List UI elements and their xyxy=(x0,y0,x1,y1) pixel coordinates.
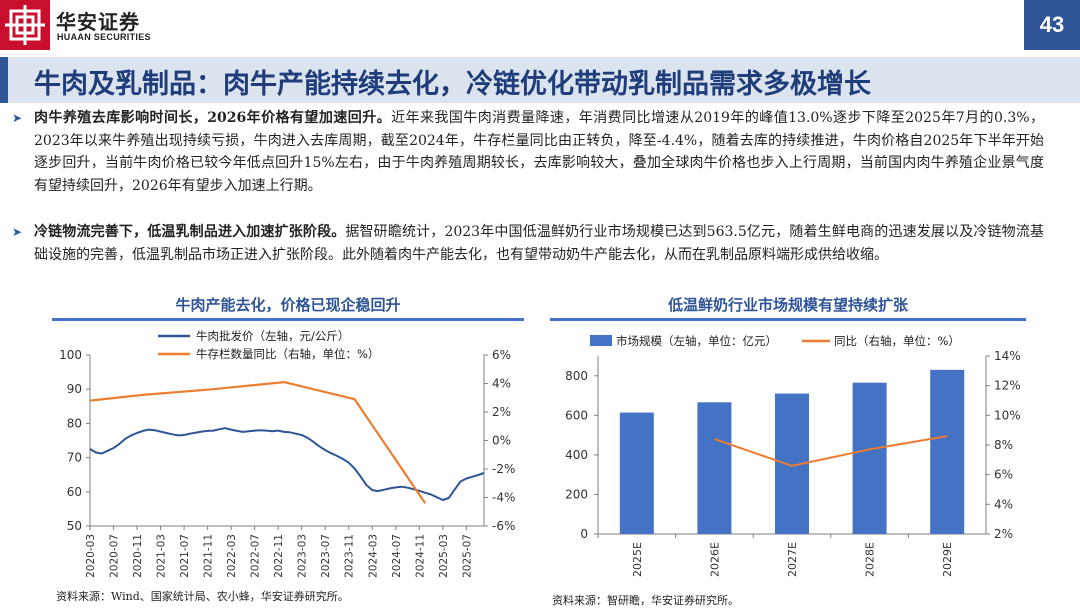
chart2-right-tick-label: 6% xyxy=(994,468,1013,482)
page-title: 牛肉及乳制品：肉牛产能持续去化，冷链优化带动乳制品需求多极增长 xyxy=(34,69,871,100)
chart2-bar xyxy=(697,402,732,534)
chart2-x-tick-label: 2029E xyxy=(941,542,954,577)
chart1-divider xyxy=(52,318,524,321)
chart1-x-tick-label: 2021-07 xyxy=(179,534,191,578)
title-accent xyxy=(0,57,8,103)
chart1-right-tick-label: -4% xyxy=(492,491,515,505)
brand-name-cn: 华安证券 xyxy=(56,10,140,34)
chart2-title: 低温鲜奶行业市场规模有望持续扩张 xyxy=(667,296,908,314)
chart2-divider xyxy=(550,318,1026,321)
chart1-left-tick-label: 60 xyxy=(67,485,82,499)
chart1-series-beef-price xyxy=(89,427,485,501)
chart2-x-tick-label: 2028E xyxy=(864,542,877,577)
chart1-right-tick-label: 6% xyxy=(492,348,511,362)
chart1-right-tick-label: 0% xyxy=(492,434,511,448)
chart1-series-cattle-yoy xyxy=(89,380,427,504)
logo-glyph-icon xyxy=(5,5,45,45)
chart2-right-tick-label: 12% xyxy=(994,379,1021,393)
chart2-left-tick-label: 400 xyxy=(565,448,588,462)
page-number: 43 xyxy=(1024,0,1080,50)
chart2-left-tick-label: 600 xyxy=(565,408,588,422)
chart1-x-tick-label: 2020-03 xyxy=(85,534,97,578)
chart1-left-tick-label: 70 xyxy=(67,451,82,465)
chart1-x-tick-label: 2022-11 xyxy=(273,534,285,578)
bullet-2-text: 据智研瞻统计，2023年中国低温鲜奶行业市场规模已达到563.5亿元，随着生鲜电… xyxy=(34,224,1044,263)
bullet-paragraph-2: ➤ 冷链物流完善下，低温乳制品进入加速扩张阶段。据智研瞻统计，2023年中国低温… xyxy=(12,221,1044,266)
chart1-legend-label: 牛肉批发价（左轴，元/公斤） xyxy=(196,329,349,343)
chart1-x-tick-label: 2020-07 xyxy=(109,534,121,578)
chart2-bar xyxy=(852,382,887,534)
chart1-right-tick-label: -2% xyxy=(492,462,515,476)
chart1-x-tick-label: 2025-03 xyxy=(438,534,450,578)
bullet-arrow-icon: ➤ xyxy=(12,225,23,239)
bullet-1-bold: 肉牛养殖去库影响时间长，2026年价格有望加速回升。 xyxy=(34,110,392,126)
chart1-right-tick-label: -6% xyxy=(492,519,515,533)
chart2-legend-bar-swatch xyxy=(590,335,612,346)
bullet-1-text: 近年来我国牛肉消费量降速，年消费同比增速从2019年的峰值13.0%逐步下降至2… xyxy=(34,110,1044,194)
chart2-source: 资料来源：智研瞻，华安证券研究所。 xyxy=(552,594,739,607)
chart1-source: 资料来源：Wind、国家统计局、农小蜂，华安证券研究所。 xyxy=(56,590,349,603)
bullet-arrow-icon: ➤ xyxy=(12,111,23,125)
brand-name-en: HUAAN SECURITIES xyxy=(57,32,151,42)
title-bar xyxy=(0,57,1080,103)
chart2-legend-label: 市场规模（左轴，单位：亿元） xyxy=(616,334,777,348)
chart2-x-tick-label: 2027E xyxy=(786,542,799,577)
chart1-plot: 100 90 80 70 60 50 6% 4% 2% 0% -2% -4% -6% 2020-03 202… xyxy=(59,329,515,578)
chart1-x-tick-label: 2020-11 xyxy=(132,534,144,578)
chart2-plot: 800 600 400 200 0 14% 12% 10% 8% 6% 4% 2% 2025E 2026E… xyxy=(565,334,1021,577)
chart2-left-tick-label: 0 xyxy=(580,527,588,541)
chart2-right-tick-label: 10% xyxy=(994,408,1021,422)
bullet-paragraph-1: ➤ 肉牛养殖去库影响时间长，2026年价格有望加速回升。近年来我国牛肉消费量降速… xyxy=(12,107,1044,197)
chart1-left-tick-label: 80 xyxy=(67,416,82,430)
chart2-x-tick-label: 2026E xyxy=(708,542,721,577)
chart1-right-tick-label: 2% xyxy=(492,405,511,419)
chart1-x-tick-label: 2024-11 xyxy=(414,534,426,578)
chart1-left-tick-label: 90 xyxy=(67,382,82,396)
chart1-left-tick-label: 100 xyxy=(59,348,82,362)
chart1-x-tick-label: 2023-11 xyxy=(344,534,356,578)
chart1-x-tick-label: 2022-03 xyxy=(226,534,238,578)
chart1-x-tick-label: 2022-07 xyxy=(250,534,262,578)
chart1-x-tick-label: 2024-03 xyxy=(367,534,379,578)
chart2-bar xyxy=(930,369,965,534)
chart1-x-tick-label: 2023-07 xyxy=(320,534,332,578)
chart2-right-tick-label: 4% xyxy=(994,497,1013,511)
chart1-legend-label: 牛存栏数量同比（右轴，单位：%） xyxy=(196,347,379,361)
chart2-right-tick-label: 8% xyxy=(994,438,1013,452)
chart2-left-tick-label: 800 xyxy=(565,369,588,383)
chart2-bar xyxy=(619,412,654,534)
chart2-x-tick-label: 2025E xyxy=(631,542,644,577)
chart1-x-tick-label: 2025-07 xyxy=(461,534,473,578)
bullet-2-bold: 冷链物流完善下，低温乳制品进入加速扩张阶段。 xyxy=(34,224,346,240)
chart2-right-tick-label: 2% xyxy=(994,527,1013,541)
chart2-legend-label: 同比（右轴，单位：%） xyxy=(834,334,960,348)
chart1-title: 牛肉产能去化，价格已现企稳回升 xyxy=(175,296,401,314)
chart1-right-tick-label: 4% xyxy=(492,377,511,391)
chart1-x-tick-label: 2024-07 xyxy=(391,534,403,578)
chart2-right-tick-label: 14% xyxy=(994,349,1021,363)
chart1-x-tick-label: 2021-11 xyxy=(203,534,215,578)
chart1-x-tick-label: 2021-03 xyxy=(156,534,168,578)
company-logo xyxy=(0,0,50,50)
chart1-x-tick-label: 2023-03 xyxy=(297,534,309,578)
chart2-left-tick-label: 200 xyxy=(565,487,588,501)
chart1-left-tick-label: 50 xyxy=(67,519,82,533)
chart2-series-yoy xyxy=(714,435,948,467)
